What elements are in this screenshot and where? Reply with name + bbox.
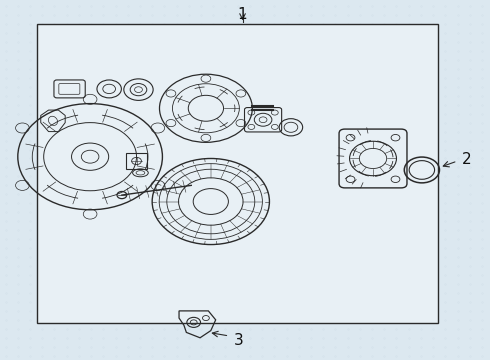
Bar (126, 153, 147, 169)
Text: 1: 1 (238, 7, 247, 22)
Text: 3: 3 (234, 333, 244, 348)
Bar (37, 24, 438, 323)
Text: 2: 2 (462, 152, 471, 167)
